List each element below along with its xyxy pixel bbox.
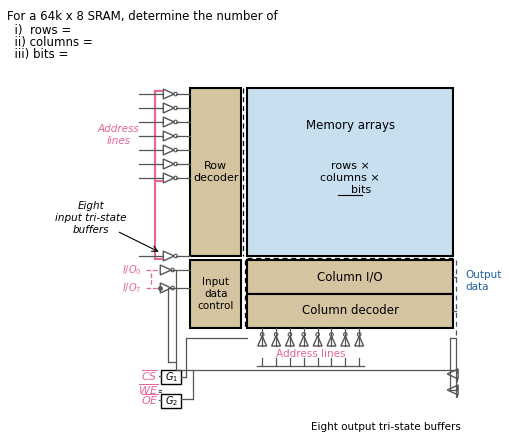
Bar [247, 260, 453, 294]
Bar [190, 88, 241, 256]
Bar [247, 88, 453, 256]
Text: $G_1$: $G_1$ [164, 370, 178, 384]
Bar [161, 394, 181, 408]
Text: Column decoder: Column decoder [301, 305, 398, 317]
Text: Output
data: Output data [464, 270, 500, 292]
Text: Input
data
control: Input data control [197, 278, 234, 311]
Text: Eight output tri-state buffers: Eight output tri-state buffers [310, 422, 460, 432]
Text: iii) bits =: iii) bits = [7, 48, 68, 61]
Text: $\overline{CS}$: $\overline{CS}$ [141, 369, 158, 383]
Text: $\overline{OE}$: $\overline{OE}$ [140, 392, 158, 408]
Text: $I/O_7$: $I/O_7$ [122, 281, 141, 295]
Text: $\overline{WE}$: $\overline{WE}$ [138, 383, 158, 397]
Text: $G_2$: $G_2$ [164, 394, 177, 408]
Text: Memory arrays: Memory arrays [305, 119, 394, 133]
Bar [161, 370, 181, 384]
Bar [190, 260, 241, 328]
Text: For a 64k x 8 SRAM, determine the number of: For a 64k x 8 SRAM, determine the number… [7, 10, 277, 23]
Text: rows ×
columns ×
      bits: rows × columns × bits [320, 161, 379, 194]
Text: i)  rows =: i) rows = [7, 24, 71, 37]
Text: Address lines: Address lines [275, 349, 345, 359]
Text: Address
lines: Address lines [98, 124, 139, 146]
Text: ii) columns =: ii) columns = [7, 36, 93, 49]
Bar [247, 294, 453, 328]
Text: Row
decoder: Row decoder [192, 161, 238, 183]
Text: Eight
input tri-state
buffers: Eight input tri-state buffers [55, 202, 127, 235]
Text: $I/O_0$: $I/O_0$ [122, 263, 141, 277]
Text: Column I/O: Column I/O [317, 271, 382, 283]
